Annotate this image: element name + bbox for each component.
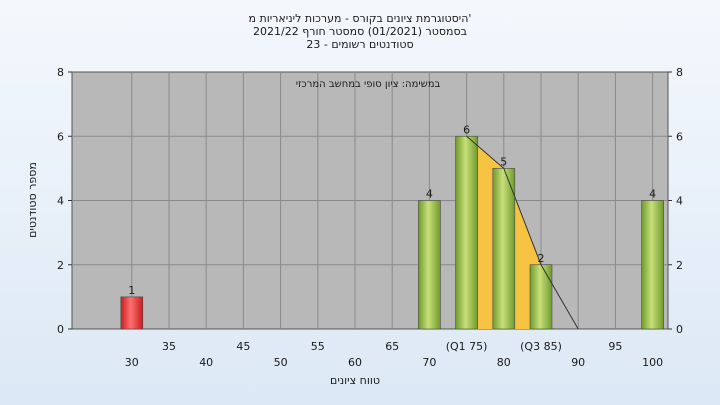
bar-85 [529, 264, 553, 330]
bar-30 [120, 296, 144, 330]
y-tick-label-right-0: 0 [676, 323, 683, 336]
x-tick-label-35: 35 [162, 340, 176, 353]
y-axis-label: מספר סטודנטים [26, 162, 39, 238]
y-tick-label-left-2: 2 [57, 259, 64, 272]
y-tick-label-left-6: 6 [57, 130, 64, 143]
x-tick-label-50: 50 [274, 356, 288, 369]
bar-75 [455, 135, 478, 330]
x-axis-label: טווח ציונים [330, 374, 380, 387]
x-tick-label-40: 40 [199, 356, 213, 369]
bar-70 [418, 200, 441, 330]
chart-annotation: במשימה: ציון סופי במחשב המרכזי [296, 79, 441, 90]
chart-title-line-2: בסמסטר (01/2021) סמסטר חורף 2021/22 [253, 25, 467, 38]
chart-title-line-1: היסטוגרמת ציונים בקורס - מערכות ליניאריו… [248, 12, 472, 25]
data-labels: 1 4 6 5 2 4 [128, 123, 656, 297]
data-label-100: 4 [649, 188, 656, 201]
x-tick-label-70: 70 [422, 356, 436, 369]
y-tick-label-left-8: 8 [57, 66, 64, 79]
trend-line-layer [466, 135, 579, 330]
x-tick-label-30: 30 [125, 356, 139, 369]
y-tick-label-right-4: 4 [676, 195, 683, 208]
x-tick-label-85: (Q3 85) [520, 340, 562, 353]
data-label-80: 5 [500, 155, 507, 168]
data-label-30: 1 [128, 284, 135, 297]
chart-title-line-3: 23 - סטודנטים רשומים [306, 38, 414, 51]
data-label-70: 4 [426, 188, 433, 201]
x-tick-label-80: 80 [497, 356, 511, 369]
bar-100 [641, 200, 664, 330]
x-tick-label-90: 90 [571, 356, 585, 369]
x-tick-label-75: (Q1 75) [446, 340, 488, 353]
data-label-75: 6 [463, 123, 470, 136]
y-tick-label-left-4: 4 [57, 195, 64, 208]
bars [120, 135, 664, 330]
x-tick-label-95: 95 [608, 340, 622, 353]
x-tick-label-60: 60 [348, 356, 362, 369]
x-tick-label-55: 55 [311, 340, 325, 353]
data-label-85: 2 [538, 252, 545, 265]
y-tick-label-left-0: 0 [57, 323, 64, 336]
y-tick-label-right-6: 6 [676, 130, 683, 143]
x-tick-label-65: 65 [385, 340, 399, 353]
trend-line [466, 135, 579, 330]
y-tick-label-right-8: 8 [676, 66, 683, 79]
y-tick-label-right-2: 2 [676, 259, 683, 272]
x-tick-label-100: 100 [642, 356, 663, 369]
x-tick-label-45: 45 [236, 340, 250, 353]
bar-80 [492, 168, 516, 330]
